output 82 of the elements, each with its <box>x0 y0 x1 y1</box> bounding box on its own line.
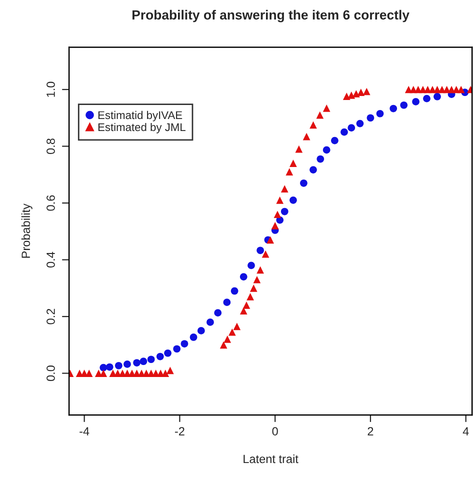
y-tick-label: 0.6 <box>46 195 55 211</box>
point <box>423 94 430 102</box>
point <box>246 292 254 300</box>
y-tick-label: 1.0 <box>46 82 55 97</box>
point <box>250 284 258 292</box>
point <box>300 179 308 187</box>
x-tick-label: 0 <box>272 427 278 436</box>
point <box>124 360 131 368</box>
point <box>412 98 420 106</box>
point <box>316 155 324 163</box>
y-tick-label: 0.2 <box>46 308 55 324</box>
point <box>348 124 356 132</box>
y-tick-label: 0.8 <box>46 138 55 154</box>
point <box>224 336 232 343</box>
point <box>340 128 348 136</box>
point <box>376 110 384 118</box>
point <box>206 318 214 326</box>
point <box>352 90 360 98</box>
point <box>197 327 205 334</box>
point <box>233 322 241 330</box>
point <box>322 146 330 154</box>
y-tick-label: 0.0 <box>46 366 55 382</box>
point <box>214 309 222 317</box>
point <box>147 356 155 364</box>
point <box>274 210 282 218</box>
point <box>240 307 248 315</box>
chart-title: Probability of answering the item 6 correctly <box>132 10 410 22</box>
point <box>310 166 317 174</box>
point <box>180 340 188 348</box>
x-tick-label: -4 <box>80 427 90 436</box>
point <box>240 273 248 280</box>
point <box>190 334 198 341</box>
point <box>140 358 148 366</box>
y-tick-label: 0.4 <box>46 252 55 268</box>
point <box>295 145 303 153</box>
point <box>106 363 114 371</box>
point <box>230 287 238 295</box>
legend-label: Estimated by JML <box>98 122 186 134</box>
point <box>342 92 350 100</box>
point <box>220 341 228 349</box>
point <box>256 246 264 254</box>
point <box>322 104 330 112</box>
point <box>434 92 441 100</box>
point <box>256 266 264 274</box>
point <box>290 196 297 204</box>
point <box>114 362 122 370</box>
point <box>248 262 255 270</box>
point <box>348 92 356 99</box>
point <box>166 366 174 374</box>
point <box>253 276 261 284</box>
point <box>262 250 270 258</box>
point <box>228 328 236 336</box>
point <box>156 352 164 360</box>
point <box>400 101 408 109</box>
point <box>310 121 317 129</box>
point <box>242 301 250 309</box>
point <box>302 132 310 140</box>
point <box>173 345 181 353</box>
point <box>223 298 231 306</box>
point <box>366 114 374 122</box>
point <box>280 185 288 192</box>
point <box>457 86 465 94</box>
point <box>164 349 172 357</box>
point <box>276 196 284 204</box>
point <box>286 168 294 176</box>
point <box>133 359 140 366</box>
x-tick-label: 4 <box>462 427 469 436</box>
point <box>266 236 274 244</box>
point <box>362 88 370 96</box>
point <box>357 88 365 96</box>
point <box>290 160 297 167</box>
x-tick-label: -2 <box>174 427 184 436</box>
point <box>356 120 364 128</box>
x-tick-label: 2 <box>368 427 374 436</box>
y-axis-title: Probability <box>21 204 32 258</box>
point <box>280 208 288 216</box>
point <box>390 104 398 112</box>
point <box>271 222 279 230</box>
x-axis-title: Latent trait <box>244 454 298 464</box>
point <box>331 136 338 144</box>
point <box>316 111 324 119</box>
legend-label: Estimatid byIVAE <box>98 110 182 122</box>
